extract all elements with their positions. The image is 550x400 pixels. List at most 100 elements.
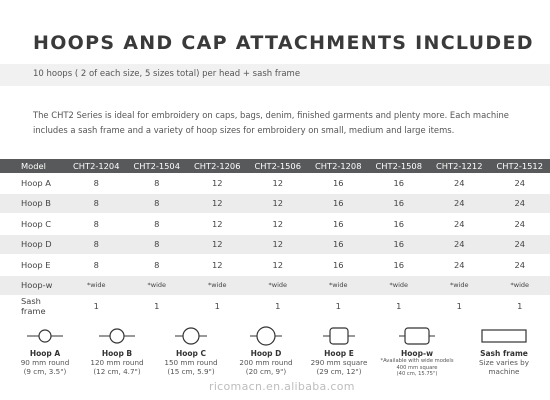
description: The CHT2 Series is ideal for embroidery … — [33, 110, 509, 135]
table-row: Hoop A 8 8 12 12 16 16 24 24 — [0, 173, 550, 194]
round-hoop-icon — [99, 328, 135, 344]
hoop-b-item: Hoop B 120 mm round (12 cm, 4.7") — [77, 326, 157, 376]
row-label: Hoop C — [0, 213, 66, 235]
table-row: Hoop-w *wide *wide *wide *wide *wide *wide *wid… — [0, 275, 550, 296]
hoop-size-metric: (9 cm, 3.5") — [23, 367, 67, 376]
table-cell: 8 — [126, 254, 187, 276]
table-header: CHT2-1508 — [368, 159, 429, 173]
row-label: Hoop-w — [0, 275, 66, 296]
table-cell: 8 — [126, 213, 187, 235]
table-cell: *wide — [308, 275, 369, 296]
hoop-label: Hoop D — [250, 349, 282, 358]
table-cell: *wide — [187, 275, 248, 296]
table-cell: 16 — [368, 173, 429, 194]
hoop-size: 400 mm square — [396, 364, 438, 371]
table-cell: 12 — [187, 254, 248, 276]
table-cell: 12 — [247, 254, 308, 276]
subtitle-bar — [0, 64, 550, 86]
table-cell: 24 — [429, 213, 490, 235]
hoop-label: Hoop E — [324, 349, 354, 358]
table-header: CHT2-1206 — [187, 159, 248, 173]
table-cell: 1 — [126, 295, 187, 317]
table-cell: 16 — [308, 254, 369, 276]
table-row: Sash frame 1 1 1 1 1 1 1 1 — [0, 295, 550, 317]
table-cell: 12 — [247, 213, 308, 235]
table-cell: 24 — [429, 234, 490, 255]
hoop-size: Size varies by — [479, 358, 529, 367]
table-cell: 12 — [187, 173, 248, 194]
hoop-size-metric: (12 cm, 4.7") — [93, 367, 141, 376]
table-cell: 24 — [429, 173, 490, 194]
table-row: Hoop E 8 8 12 12 16 16 24 24 — [0, 254, 550, 276]
table-cell: 16 — [308, 193, 369, 214]
hoop-c-item: Hoop C 150 mm round (15 cm, 5.9") — [151, 326, 231, 376]
table-cell: 8 — [66, 173, 127, 194]
table-header: CHT2-1204 — [66, 159, 127, 173]
table-header: CHT2-1208 — [308, 159, 369, 173]
table-cell: 1 — [489, 295, 550, 317]
table-row: Hoop B 8 8 12 12 16 16 24 24 — [0, 193, 550, 214]
hoop-label: Hoop-w — [401, 349, 433, 358]
hoop-size-metric: (15 cm, 5.9") — [167, 367, 215, 376]
table-cell: 8 — [66, 213, 127, 235]
hoop-e-item: Hoop E 290 mm square (29 cm, 12") — [299, 326, 379, 376]
table-cell: 24 — [429, 254, 490, 276]
table-cell: 1 — [66, 295, 127, 317]
hoop-note: *Available with wide models — [380, 358, 454, 364]
table-cell: 1 — [187, 295, 248, 317]
table-cell: 1 — [429, 295, 490, 317]
row-label: Sash frame — [0, 295, 66, 317]
table-cell: 12 — [247, 234, 308, 255]
table-cell: *wide — [489, 275, 550, 296]
round-hoop-icon — [175, 327, 207, 345]
table-cell: *wide — [368, 275, 429, 296]
wide-square-hoop-icon — [399, 327, 435, 345]
table-cell: 8 — [126, 234, 187, 255]
table-cell: 16 — [368, 254, 429, 276]
row-label: Hoop B — [0, 193, 66, 214]
table-cell: 24 — [489, 254, 550, 276]
sash-frame-icon — [481, 329, 527, 343]
hoop-label: Hoop B — [101, 349, 133, 358]
page-title: HOOPS AND CAP ATTACHMENTS INCLUDED — [33, 32, 534, 54]
hoop-w-item: Hoop-w *Available with wide models 400 m… — [377, 326, 457, 378]
table-header: CHT2-1212 — [429, 159, 490, 173]
row-label: Hoop A — [0, 173, 66, 194]
table-cell: 12 — [247, 173, 308, 194]
table-cell: 8 — [126, 173, 187, 194]
hoop-size: 120 mm round — [90, 358, 144, 367]
table-cell: 1 — [308, 295, 369, 317]
hoop-size-metric: (20 cm, 9") — [245, 367, 287, 376]
large-round-hoop-icon — [250, 326, 282, 346]
hoop-d-item: Hoop D 200 mm round (20 cm, 9") — [226, 326, 306, 376]
table-cell: 16 — [308, 173, 369, 194]
table-cell: 1 — [247, 295, 308, 317]
table-row: Hoop D 8 8 12 12 16 16 24 24 — [0, 234, 550, 255]
hoop-label: Sash frame — [480, 349, 528, 358]
table-cell: 12 — [187, 213, 248, 235]
hoop-size-note: machine — [488, 367, 520, 376]
table-cell: 8 — [126, 193, 187, 214]
subtitle: 10 hoops ( 2 of each size, 5 sizes total… — [33, 69, 301, 79]
square-hoop-icon — [323, 327, 355, 345]
table-cell: 12 — [247, 193, 308, 214]
table-row: Hoop C 8 8 12 12 16 16 24 24 — [0, 213, 550, 235]
table-cell: *wide — [66, 275, 127, 296]
table-header: Model — [0, 159, 66, 173]
hoop-gallery: Hoop A 90 mm round (9 cm, 3.5") Hoop B 1… — [0, 326, 550, 386]
hoop-size: 200 mm round — [239, 358, 293, 367]
table-cell: 12 — [187, 234, 248, 255]
small-round-hoop-icon — [27, 329, 63, 343]
table-cell: 24 — [489, 213, 550, 235]
hoop-a-item: Hoop A 90 mm round (9 cm, 3.5") — [5, 326, 85, 376]
row-label: Hoop E — [0, 254, 66, 276]
table-cell: 1 — [368, 295, 429, 317]
table-cell: 16 — [368, 234, 429, 255]
table-cell: *wide — [247, 275, 308, 296]
spec-table: Model CHT2-1204 CHT2-1504 CHT2-1206 CHT2… — [0, 159, 550, 317]
table-cell: 24 — [489, 173, 550, 194]
hoop-size-metric: (29 cm, 12") — [316, 367, 362, 376]
table-cell: *wide — [126, 275, 187, 296]
table-cell: 8 — [66, 193, 127, 214]
table-cell: 16 — [308, 213, 369, 235]
